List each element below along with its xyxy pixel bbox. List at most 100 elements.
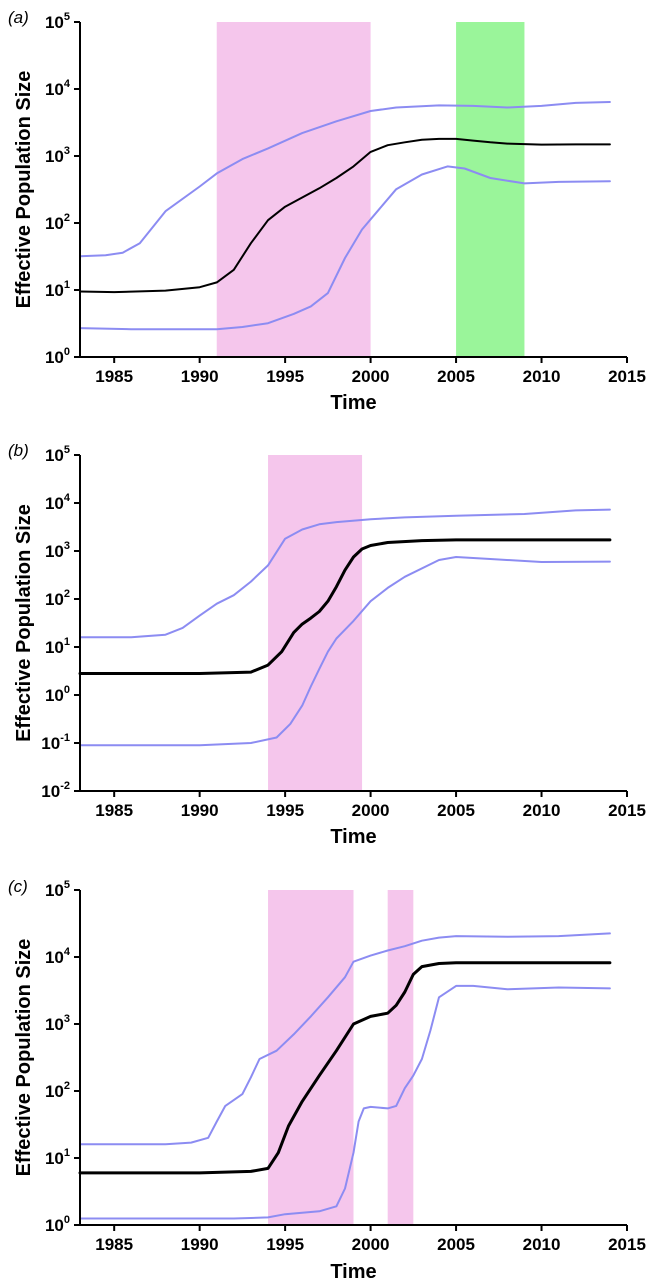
- y-tick-exponent: 3: [64, 145, 70, 157]
- shaded-region-0: [268, 455, 363, 791]
- y-tick-label: 101: [45, 279, 70, 300]
- y-tick-exponent: 0: [64, 346, 70, 358]
- y-tick-label: 105: [45, 444, 70, 465]
- y-tick-exponent: 5: [64, 11, 70, 23]
- y-tick-label: 102: [45, 1080, 70, 1101]
- y-tick-exponent: 2: [64, 212, 70, 224]
- y-tick-exponent: 2: [64, 1080, 70, 1092]
- y-tick-label: 105: [45, 879, 70, 900]
- x-tick-label: 2015: [608, 1235, 646, 1254]
- y-tick-base: 10: [45, 1216, 64, 1235]
- y-tick-base: 10: [45, 80, 64, 99]
- series-median-line: [78, 538, 612, 675]
- y-tick-base: 10: [45, 1082, 64, 1101]
- x-tick-label: 1995: [266, 367, 304, 386]
- x-tick-label: 1995: [266, 801, 304, 820]
- y-tick-label: 10-2: [41, 780, 70, 801]
- x-axis-title: Time: [330, 1261, 376, 1283]
- y-tick-label: 104: [45, 78, 71, 99]
- series-upper-line: [79, 932, 611, 1146]
- y-tick-base: 10: [45, 348, 64, 367]
- y-tick-label: 10-1: [41, 732, 70, 753]
- y-tick-label: 100: [45, 684, 70, 705]
- y-axis-title: Effective Population Size: [13, 939, 35, 1177]
- y-tick-exponent: 0: [64, 684, 70, 696]
- series-upper-line: [79, 508, 611, 639]
- x-tick-label: 2000: [352, 801, 390, 820]
- shaded-region-0: [268, 890, 354, 1225]
- y-tick-base: 10: [45, 214, 64, 233]
- x-tick-label: 1985: [95, 367, 133, 386]
- x-tick-label: 1990: [181, 801, 219, 820]
- x-tick-label: 2000: [352, 367, 390, 386]
- y-tick-exponent: 3: [64, 540, 70, 552]
- x-axis-title: Time: [330, 392, 376, 414]
- y-tick-label: 102: [45, 588, 70, 609]
- x-tick-label: 1990: [181, 1235, 219, 1254]
- x-tick-label: 1995: [266, 1235, 304, 1254]
- y-tick-exponent: -1: [60, 732, 70, 744]
- y-tick-label: 103: [45, 1013, 70, 1034]
- y-tick-base: 10: [45, 948, 64, 967]
- y-tick-exponent: 1: [64, 1147, 70, 1159]
- y-tick-label: 105: [45, 11, 70, 32]
- y-tick-label: 102: [45, 212, 70, 233]
- panel-a: 1985 1990 1995 2000 2005 2010 2015100101102103…: [8, 8, 646, 414]
- x-tick-label: 2005: [437, 367, 475, 386]
- series-lower-line: [79, 165, 611, 331]
- series-lower-line: [79, 984, 611, 1220]
- x-axis-title: Time: [330, 826, 376, 848]
- y-tick-base: 10: [45, 147, 64, 166]
- y-tick-base: 10: [41, 782, 60, 801]
- y-tick-label: 104: [45, 946, 71, 967]
- x-tick-label: 2005: [437, 1235, 475, 1254]
- x-tick-label: 1985: [95, 1235, 133, 1254]
- series-lower-line: [79, 556, 611, 747]
- y-tick-exponent: 1: [64, 636, 70, 648]
- y-tick-exponent: 0: [64, 1214, 70, 1226]
- panel-label: (b): [8, 441, 29, 460]
- shaded-region-0: [216, 22, 371, 357]
- y-tick-label: 100: [45, 1214, 70, 1235]
- y-tick-exponent: 4: [64, 78, 71, 90]
- y-tick-label: 101: [45, 636, 70, 657]
- x-tick-label: 2000: [352, 1235, 390, 1254]
- shaded-region-1: [387, 890, 414, 1225]
- y-tick-exponent: 5: [64, 879, 70, 891]
- y-tick-base: 10: [45, 590, 64, 609]
- y-tick-exponent: 1: [64, 279, 70, 291]
- x-tick-label: 2010: [523, 801, 561, 820]
- panel-label: (a): [8, 8, 29, 27]
- y-tick-label: 103: [45, 540, 70, 561]
- y-axis-title: Effective Population Size: [13, 71, 35, 309]
- y-tick-label: 100: [45, 346, 70, 367]
- shaded-region-1: [456, 22, 525, 357]
- panel-c: 1985 1990 1995 2000 2005 2010 2015100101102103…: [8, 877, 646, 1283]
- series-median-line: [78, 961, 612, 1175]
- x-tick-label: 2010: [523, 1235, 561, 1254]
- y-tick-exponent: 4: [64, 946, 71, 958]
- y-tick-label: 101: [45, 1147, 70, 1168]
- x-tick-label: 1990: [181, 367, 219, 386]
- y-tick-base: 10: [45, 1015, 64, 1034]
- y-tick-base: 10: [45, 13, 64, 32]
- y-tick-base: 10: [41, 734, 60, 753]
- y-tick-exponent: -2: [60, 780, 70, 792]
- y-axis-title: Effective Population Size: [13, 504, 35, 742]
- y-tick-exponent: 3: [64, 1013, 70, 1025]
- series-median-line: [79, 137, 611, 294]
- y-tick-base: 10: [45, 638, 64, 657]
- y-tick-base: 10: [45, 494, 64, 513]
- panel-label: (c): [8, 877, 28, 896]
- y-tick-label: 103: [45, 145, 70, 166]
- x-tick-label: 2010: [523, 367, 561, 386]
- y-tick-exponent: 4: [64, 492, 71, 504]
- panel-b: 1985 1990 1995 2000 2005 2010 201510-210-11001…: [8, 441, 646, 848]
- series-upper-line: [79, 101, 611, 258]
- y-tick-base: 10: [45, 281, 64, 300]
- y-tick-base: 10: [45, 686, 64, 705]
- x-tick-label: 2015: [608, 801, 646, 820]
- x-tick-label: 2005: [437, 801, 475, 820]
- y-tick-base: 10: [45, 446, 64, 465]
